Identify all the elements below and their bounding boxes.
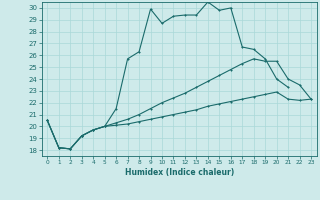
X-axis label: Humidex (Indice chaleur): Humidex (Indice chaleur): [124, 168, 234, 177]
